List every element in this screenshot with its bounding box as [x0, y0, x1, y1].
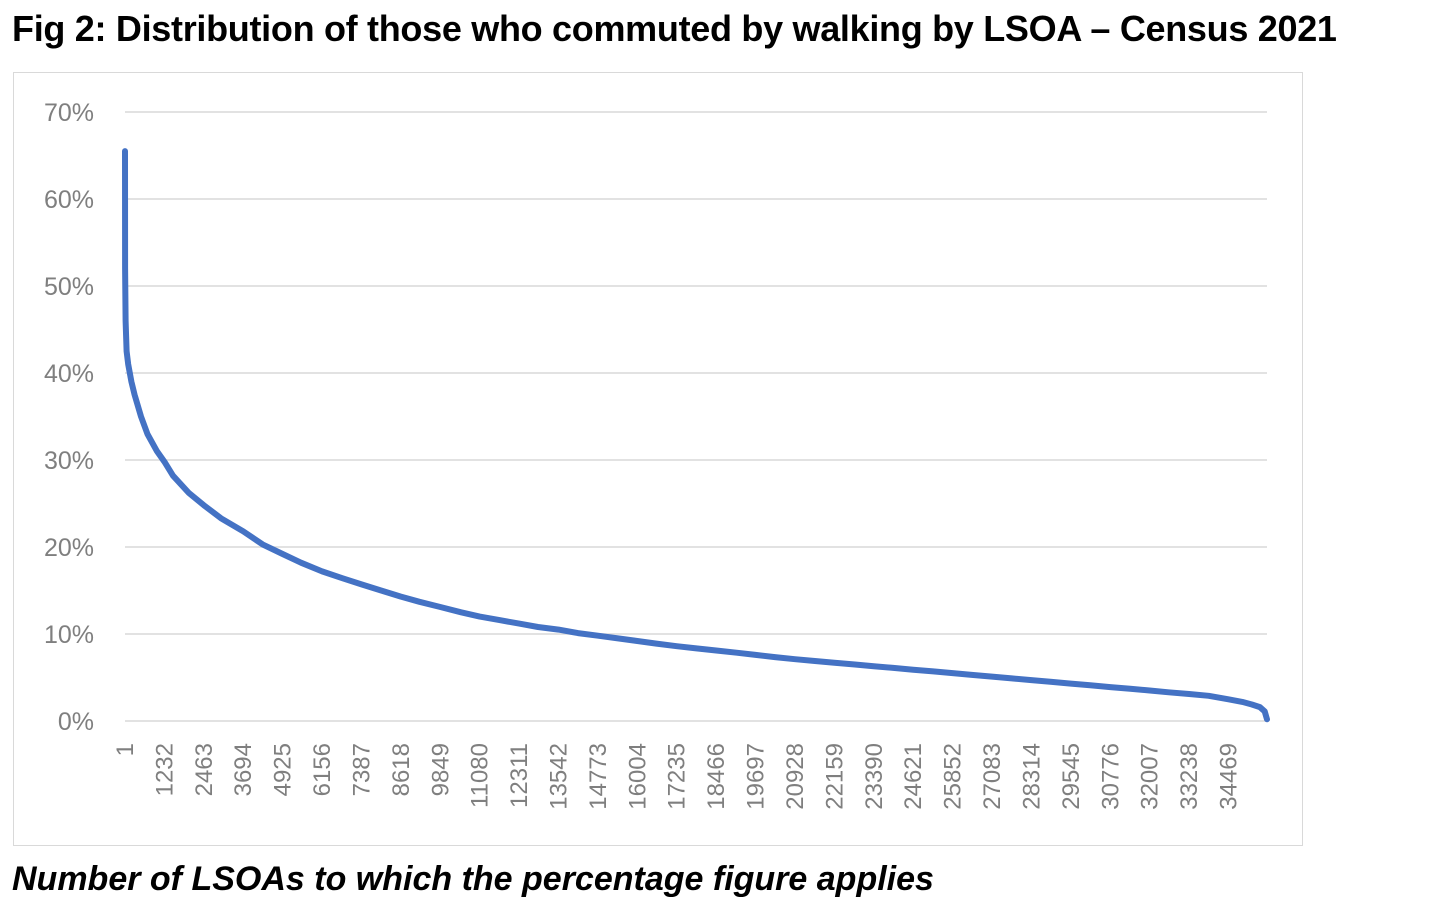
x-tick-label: 14773 — [585, 743, 612, 810]
x-tick-label: 9849 — [427, 743, 454, 796]
x-tick-label: 2463 — [191, 743, 218, 796]
x-tick-label: 17235 — [664, 743, 691, 810]
x-tick-label: 27083 — [979, 743, 1006, 810]
x-tick-label: 7387 — [348, 743, 375, 796]
series-layer — [122, 148, 1270, 723]
y-tick-label: 0% — [58, 708, 94, 736]
chart-title: Fig 2: Distribution of those who commute… — [12, 8, 1337, 49]
y-tick-label: 40% — [44, 360, 94, 388]
x-tick-label: 28314 — [1018, 743, 1045, 810]
x-tick-label: 29545 — [1058, 743, 1085, 810]
x-tick-label: 24621 — [900, 743, 927, 810]
x-tick-label: 6156 — [309, 743, 336, 796]
x-tick-label: 25852 — [940, 743, 967, 810]
y-axis-tick-labels: 0% 10% 20% 30% 40% 50% 60% 70% — [44, 99, 94, 736]
x-tick-label: 19697 — [743, 743, 770, 810]
x-tick-label: 30776 — [1097, 743, 1124, 810]
x-tick-label: 34469 — [1215, 743, 1242, 810]
y-tick-label: 10% — [44, 621, 94, 649]
y-tick-label: 60% — [44, 186, 94, 214]
x-tick-label: 11080 — [467, 743, 494, 808]
x-tick-label: 4925 — [270, 743, 297, 796]
x-tick-label: 23390 — [861, 743, 888, 810]
x-tick-label: 13542 — [546, 743, 573, 810]
x-tick-label: 1 — [112, 743, 139, 756]
x-tick-label: 33238 — [1176, 743, 1203, 810]
x-tick-label: 20928 — [782, 743, 809, 810]
x-axis-tick-labels: 1 1232 2463 3694 4925 6156 7387 8618 9849 11080 12… — [112, 743, 1242, 810]
x-tick-label: 22159 — [821, 743, 848, 810]
series-line-walking-commuters — [122, 148, 1270, 723]
y-tick-label: 30% — [44, 447, 94, 475]
x-tick-label: 8618 — [388, 743, 415, 796]
y-tick-label: 20% — [44, 534, 94, 562]
x-tick-label: 16004 — [624, 743, 651, 810]
y-tick-label: 50% — [44, 273, 94, 301]
x-tick-label: 1232 — [151, 743, 178, 796]
chart-area: 0% 10% 20% 30% 40% 50% 60% 70% 1 1232 2463 3694 492… — [13, 72, 1303, 846]
x-tick-label: 18466 — [703, 743, 730, 810]
gridlines — [125, 111, 1267, 722]
line-chart: 0% 10% 20% 30% 40% 50% 60% 70% 1 1232 2463 3694 492… — [44, 99, 1270, 810]
x-tick-label: 12311 — [506, 743, 533, 808]
x-tick-label: 32007 — [1137, 743, 1164, 810]
y-tick-label: 70% — [44, 99, 94, 127]
x-axis-caption: Number of LSOAs to which the percentage … — [12, 860, 934, 898]
x-tick-label: 3694 — [230, 743, 257, 796]
